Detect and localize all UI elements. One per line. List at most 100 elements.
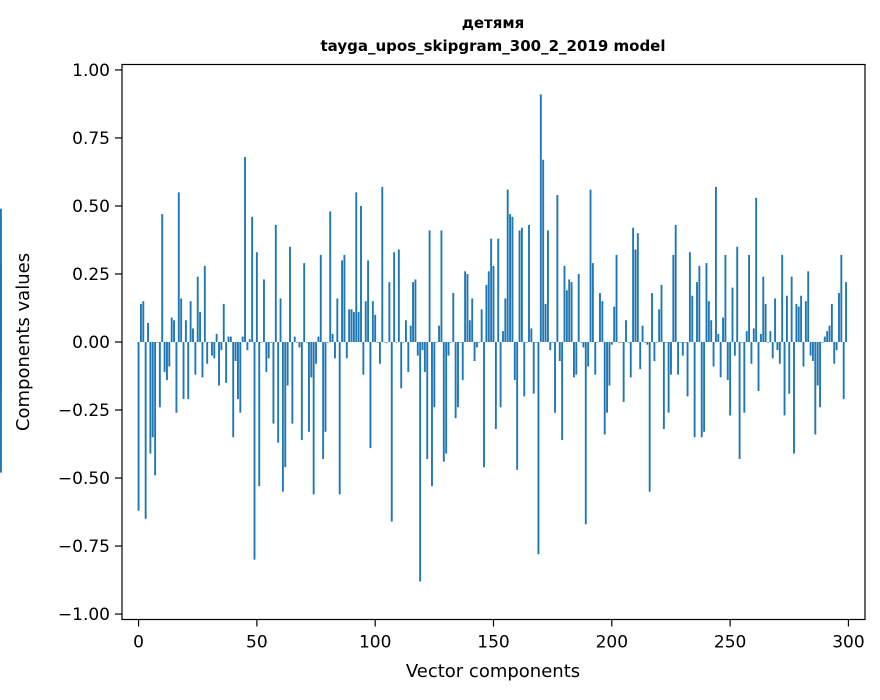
bar-component-26 xyxy=(199,312,202,342)
bar-component-223 xyxy=(665,342,668,343)
bar-component-155 xyxy=(504,298,507,342)
bar-component-243 xyxy=(712,342,715,367)
bar-component-294 xyxy=(833,342,836,364)
bar-component-undefined xyxy=(0,342,2,473)
bar-component-152 xyxy=(497,238,500,342)
bar-component-139 xyxy=(466,273,469,342)
x-tick-label: 250 xyxy=(714,633,746,653)
bar-component-54 xyxy=(265,342,268,372)
bar-component-238 xyxy=(700,342,703,438)
bar-component-105 xyxy=(386,342,388,343)
bar-component-74 xyxy=(312,342,315,495)
bar-component-35 xyxy=(220,342,223,351)
bar-component-90 xyxy=(350,309,353,342)
bar-component-52 xyxy=(260,342,263,343)
bar-component-125 xyxy=(433,342,436,408)
bar-component-62 xyxy=(284,342,287,468)
bar-component-91 xyxy=(352,312,355,342)
bar-component-143 xyxy=(475,342,478,348)
bar-component-169 xyxy=(537,342,540,555)
bar-component-20 xyxy=(184,320,187,342)
bar-component-115 xyxy=(409,325,412,342)
bar-component-236 xyxy=(696,282,698,342)
bar-component-159 xyxy=(513,342,516,381)
bar-component-168 xyxy=(535,342,538,343)
bar-component-190 xyxy=(587,342,590,367)
bar-component-42 xyxy=(237,342,239,400)
bar-component-270 xyxy=(776,342,779,351)
bar-component-96 xyxy=(364,301,367,342)
bar-component-163 xyxy=(523,342,526,397)
bar-component-76 xyxy=(317,336,320,342)
bar-component-254 xyxy=(738,342,741,459)
bar-component-226 xyxy=(672,254,675,342)
bar-component-187 xyxy=(580,342,582,343)
bar-component-148 xyxy=(487,271,490,342)
bar-component-203 xyxy=(617,342,620,343)
bar-component-273 xyxy=(783,342,786,416)
bar-component-175 xyxy=(551,342,554,343)
bar-component-230 xyxy=(681,342,684,356)
bar-component-137 xyxy=(461,342,464,381)
bar-component-5 xyxy=(149,342,152,454)
bar-component-201 xyxy=(613,306,616,342)
bar-component-21 xyxy=(187,342,190,400)
bar-component-134 xyxy=(454,342,457,419)
bar-component-220 xyxy=(658,309,661,342)
bar-component-13 xyxy=(168,342,171,367)
bar-component-135 xyxy=(457,342,459,408)
bar-component-102 xyxy=(378,342,381,364)
bar-component-287 xyxy=(816,342,819,386)
bar-component-224 xyxy=(667,342,670,413)
bar-component-165 xyxy=(528,225,530,342)
bar-component-225 xyxy=(670,342,672,375)
bar-component-189 xyxy=(584,342,587,525)
bar-component-28 xyxy=(203,265,206,342)
bar-component-93 xyxy=(357,312,360,342)
bar-component-150 xyxy=(492,265,495,342)
bar-component-95 xyxy=(362,342,365,375)
bar-component-85 xyxy=(338,342,341,495)
bar-component-170 xyxy=(539,94,542,343)
y-tick-label: 0.50 xyxy=(72,197,110,217)
bar-component-108 xyxy=(393,252,396,342)
bar-component-252 xyxy=(733,342,736,356)
bar-component-218 xyxy=(653,342,656,362)
bar-component-217 xyxy=(651,293,653,342)
bar-component-151 xyxy=(494,342,497,430)
bar-component-3 xyxy=(144,342,147,519)
bar-component-166 xyxy=(530,328,533,342)
bar-component-232 xyxy=(686,342,689,397)
bar-component-84 xyxy=(336,298,339,342)
bar-component-235 xyxy=(693,342,696,438)
bar-component-81 xyxy=(329,211,332,342)
y-tick-label: 0.25 xyxy=(72,265,110,285)
bar-component-164 xyxy=(525,342,528,343)
bar-component-153 xyxy=(499,342,502,408)
bar-component-211 xyxy=(636,233,639,342)
bar-component-142 xyxy=(473,342,476,362)
y-tick-label: −0.75 xyxy=(58,537,110,557)
bar-component-277 xyxy=(793,342,795,454)
bar-component-204 xyxy=(620,342,623,343)
bar-component-184 xyxy=(573,342,575,378)
bar-component-53 xyxy=(263,279,265,342)
bar-component-27 xyxy=(201,342,204,378)
bar-component-172 xyxy=(544,303,547,342)
bar-component-72 xyxy=(307,342,310,432)
bar-component-79 xyxy=(324,342,327,432)
bar-component-283 xyxy=(807,271,810,342)
bar-component-44 xyxy=(241,336,244,342)
chart-title-line-1: детямя xyxy=(462,14,525,32)
bar-component-162 xyxy=(520,227,523,342)
bar-component-299 xyxy=(845,282,848,342)
bar-component-40 xyxy=(232,342,235,438)
bar-component-17 xyxy=(177,192,180,342)
bar-component-61 xyxy=(281,342,284,492)
bar-component-9 xyxy=(158,342,161,408)
bar-component-256 xyxy=(743,342,746,413)
bar-component-83 xyxy=(334,342,336,359)
bar-component-185 xyxy=(575,342,578,375)
